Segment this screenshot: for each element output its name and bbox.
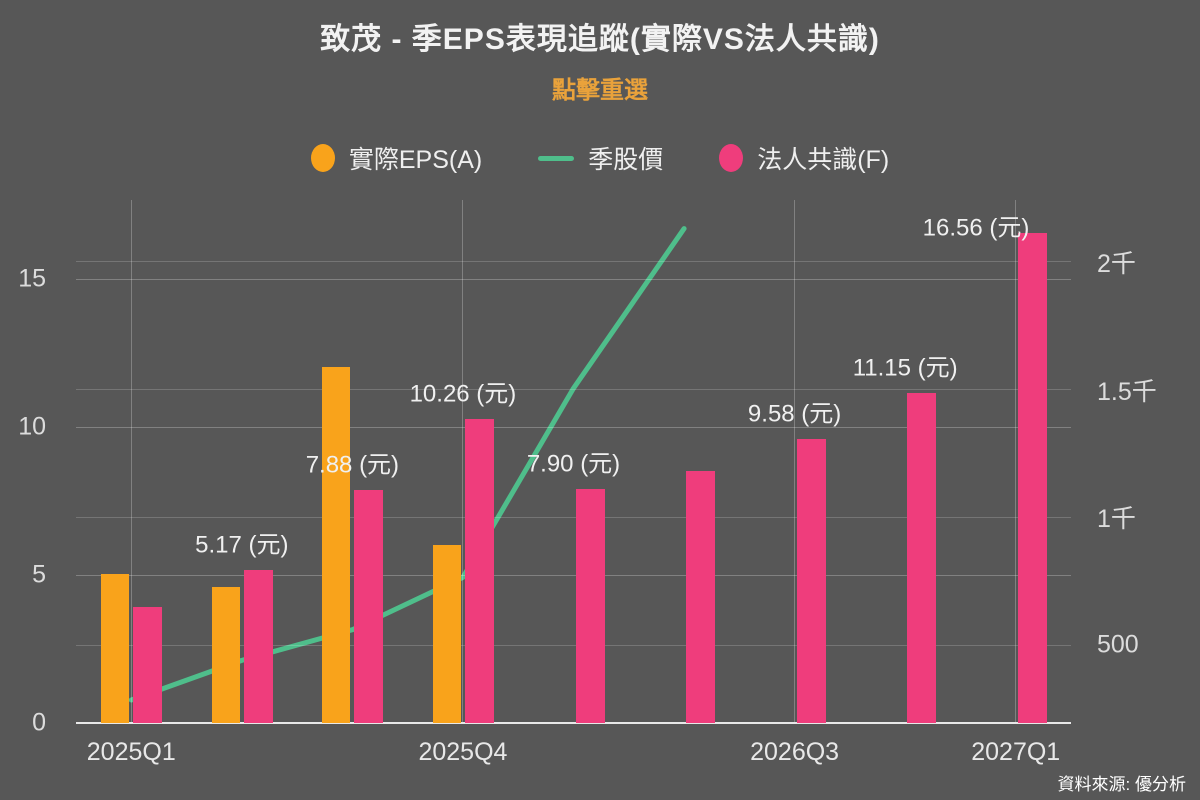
x-tick-label: 2025Q4 — [418, 738, 508, 766]
gridline-vertical — [130, 200, 132, 723]
chart-title: 致茂 - 季EPS表現追蹤(實際VS法人共識) — [320, 23, 880, 56]
legend-label-consensus: 法人共識(F) — [757, 146, 890, 174]
source-note: 資料來源: 優分析 — [1057, 775, 1186, 794]
x-axis-line — [76, 722, 1071, 724]
gridline-vertical — [794, 200, 796, 723]
bar-consensus[interactable] — [133, 606, 163, 723]
consensus-value-label: 10.26 (元) — [409, 380, 517, 408]
bar-consensus[interactable] — [1017, 232, 1047, 723]
bar-consensus[interactable] — [686, 471, 716, 723]
price-line-icon — [538, 155, 575, 161]
y-tick-label-left: 0 — [32, 708, 46, 737]
gridline-vertical — [462, 200, 464, 723]
y-tick-label-left: 5 — [32, 560, 46, 589]
gridline-left-axis — [76, 426, 1071, 428]
reselect-button[interactable]: 點擊重選 — [552, 77, 648, 104]
y-tick-label-right: 1.5千 — [1097, 377, 1157, 406]
y-tick-label-right: 2千 — [1097, 249, 1136, 278]
actual-eps-dot-icon — [310, 144, 335, 172]
x-tick-label: 2026Q3 — [750, 738, 840, 766]
bar-actual-eps[interactable] — [101, 574, 130, 723]
bar-consensus[interactable] — [243, 569, 273, 723]
legend-item-actual-eps[interactable]: 實際EPS(A) — [310, 140, 483, 176]
consensus-dot-icon — [719, 144, 744, 172]
bar-consensus[interactable] — [796, 439, 826, 723]
gridline-right-axis — [76, 516, 1071, 518]
x-tick-label: 2025Q1 — [86, 738, 176, 766]
gridline-right-axis — [76, 261, 1071, 263]
consensus-value-label: 16.56 (元) — [922, 214, 1030, 242]
consensus-value-label: 11.15 (元) — [852, 354, 958, 382]
gridline-vertical — [1015, 200, 1017, 723]
y-tick-label-right: 500 — [1097, 630, 1139, 659]
y-tick-label-right: 1千 — [1097, 505, 1136, 534]
consensus-value-label: 7.90 (元) — [526, 450, 621, 478]
legend-item-price-line[interactable]: 季股價 — [538, 140, 663, 176]
x-tick-label: 2027Q1 — [971, 738, 1061, 766]
bar-actual-eps[interactable] — [322, 366, 351, 723]
gridline-left-axis — [76, 278, 1071, 280]
bar-consensus[interactable] — [464, 419, 494, 723]
legend-item-consensus[interactable]: 法人共識(F) — [719, 140, 889, 176]
consensus-value-label: 7.88 (元) — [305, 451, 400, 479]
bar-consensus[interactable] — [907, 392, 937, 723]
gridline-right-axis — [76, 644, 1071, 646]
gridline-left-axis — [76, 574, 1071, 576]
y-tick-label-left: 10 — [18, 412, 46, 441]
consensus-value-label: 9.58 (元) — [747, 400, 842, 428]
consensus-value-label: 5.17 (元) — [195, 531, 289, 559]
bar-consensus[interactable] — [575, 489, 605, 723]
bar-actual-eps[interactable] — [432, 545, 461, 723]
bar-consensus[interactable] — [354, 489, 384, 723]
legend-label-price-line: 季股價 — [588, 146, 664, 174]
legend: 實際EPS(A) 季股價 法人共識(F) — [0, 140, 1200, 176]
bar-actual-eps[interactable] — [211, 587, 240, 723]
legend-label-actual-eps: 實際EPS(A) — [348, 146, 483, 174]
gridline-right-axis — [76, 389, 1071, 391]
y-tick-label-left: 15 — [18, 264, 46, 293]
